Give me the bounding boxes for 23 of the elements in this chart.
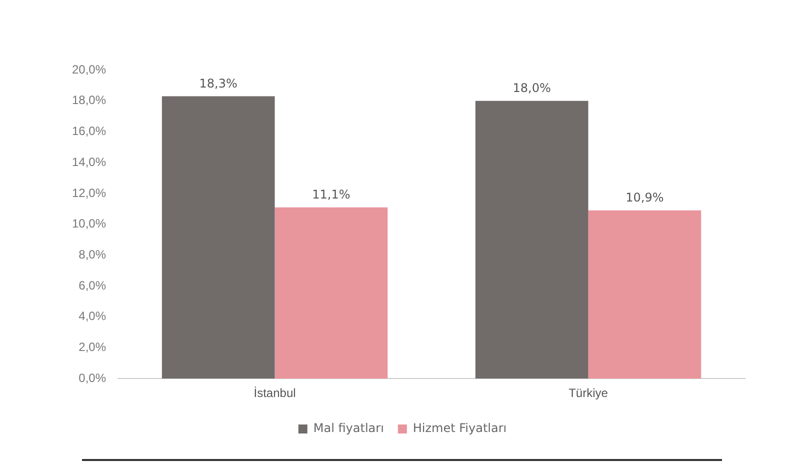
- bar: [588, 210, 702, 379]
- y-tick-label: 8,0%: [78, 247, 106, 262]
- y-tick-label: 0,0%: [78, 370, 106, 385]
- y-tick-label: 4,0%: [78, 309, 106, 324]
- data-label: 10,9%: [626, 190, 664, 205]
- data-label: 11,1%: [312, 187, 350, 202]
- y-tick-label: 20,0%: [72, 62, 106, 76]
- y-tick-label: 2,0%: [78, 340, 106, 354]
- y-tick-label: 12,0%: [72, 186, 106, 200]
- x-tick-label: Türkiye: [568, 386, 608, 400]
- y-tick-label: 14,0%: [72, 154, 106, 169]
- y-tick-label: 10,0%: [72, 216, 106, 231]
- x-tick-label: İstanbul: [254, 386, 296, 400]
- y-tick-label: 16,0%: [72, 124, 106, 138]
- y-tick-label: 18,0%: [72, 93, 106, 108]
- data-label: 18,3%: [199, 76, 238, 90]
- legend-label: Hizmet Fiyatları: [412, 421, 507, 436]
- bar: [162, 96, 275, 379]
- bar: [274, 207, 388, 379]
- bar: [475, 100, 588, 379]
- y-tick-label: 6,0%: [78, 278, 106, 292]
- legend-label: Mal fiyatları: [313, 421, 384, 436]
- data-label: 18,0%: [512, 80, 551, 95]
